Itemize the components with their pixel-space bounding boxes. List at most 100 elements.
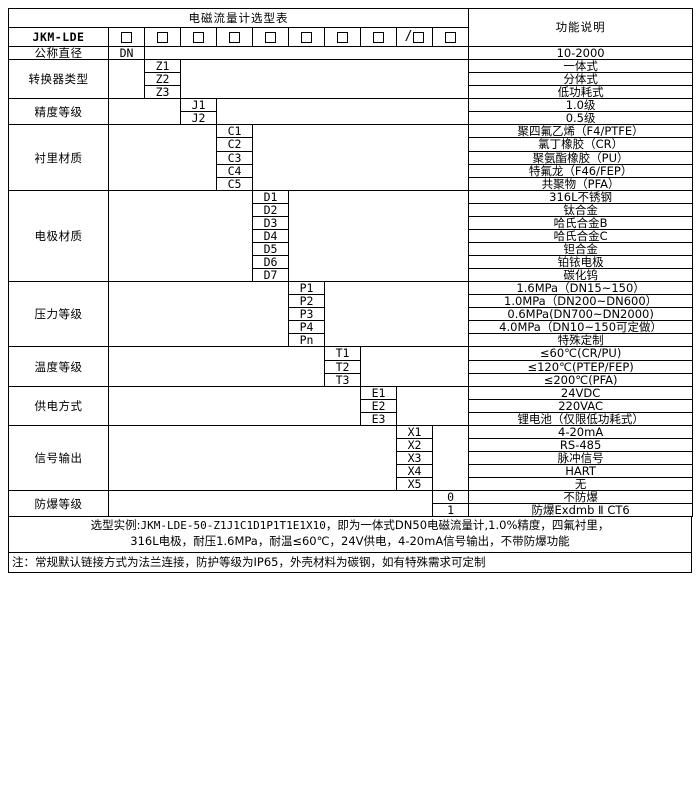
table-row: 防爆等级 0 不防爆 bbox=[8, 490, 694, 518]
option-code-3-1[interactable]: J1 bbox=[180, 98, 217, 113]
option-code-4-5[interactable]: C5 bbox=[216, 176, 253, 191]
checkbox-icon[interactable] bbox=[193, 31, 204, 43]
section-blank-left-8 bbox=[108, 385, 361, 426]
table-row: J2 0.5级 bbox=[9, 111, 694, 126]
option-code-5-6[interactable]: D6 bbox=[252, 254, 289, 270]
option-code-9-2[interactable]: X2 bbox=[396, 437, 433, 452]
option-code-10-1[interactable]: 0 bbox=[431, 490, 470, 505]
option-code-9-1[interactable]: X1 bbox=[396, 424, 433, 439]
table-row: D5 钽合金 bbox=[9, 241, 694, 257]
option-description-4-5: 共聚物（PFA） bbox=[468, 176, 694, 191]
checkbox-icon[interactable] bbox=[445, 31, 457, 43]
model-checkbox-cell-1[interactable] bbox=[108, 27, 145, 47]
model-checkbox-cell-3[interactable] bbox=[180, 27, 217, 47]
section-name-4: 衬里材质 bbox=[8, 124, 109, 191]
selection-example-note: 选型实例:JKM-LDE-50-Z1J1C1D1P1T1E1X10，即为一体式D… bbox=[8, 516, 692, 553]
model-checkbox-cell-7[interactable] bbox=[324, 27, 361, 47]
checkbox-icon[interactable] bbox=[121, 31, 132, 43]
option-description-6-4: 4.0MPa（DN10~150可定做） bbox=[468, 320, 694, 335]
section-name-1: 公称直径 bbox=[8, 45, 109, 61]
option-code-10-2[interactable]: 1 bbox=[431, 503, 470, 518]
option-description-6-2: 1.0MPa（DN200~DN600） bbox=[468, 294, 694, 309]
section-name-8: 供电方式 bbox=[8, 385, 109, 426]
option-code-9-5[interactable]: X5 bbox=[396, 477, 433, 492]
option-description-7-1: ≤60℃(CR/PU) bbox=[468, 346, 694, 361]
option-code-9-3[interactable]: X3 bbox=[396, 450, 433, 466]
table-row: D2 钛合金 bbox=[9, 202, 694, 217]
example-label: 选型实例: bbox=[90, 518, 141, 533]
option-description-2-2: 分体式 bbox=[468, 72, 694, 87]
model-prefix: JKM-LDE bbox=[8, 27, 109, 47]
model-checkbox-cell-2[interactable] bbox=[144, 27, 181, 47]
option-code-1-1[interactable]: DN bbox=[108, 45, 145, 61]
option-code-9-4[interactable]: X4 bbox=[396, 463, 433, 479]
option-code-4-4[interactable]: C4 bbox=[216, 163, 253, 178]
option-description-5-2: 钛合金 bbox=[468, 202, 694, 217]
option-code-4-1[interactable]: C1 bbox=[216, 124, 253, 139]
section-name-7: 温度等级 bbox=[8, 346, 109, 387]
model-checkbox-cell-8[interactable] bbox=[360, 27, 397, 47]
option-description-4-3: 聚氨酯橡胶（PU） bbox=[468, 150, 694, 165]
checkbox-icon[interactable] bbox=[229, 31, 240, 43]
option-code-7-2[interactable]: T2 bbox=[324, 359, 361, 374]
checkbox-icon[interactable] bbox=[413, 31, 425, 43]
option-code-6-4[interactable]: P4 bbox=[288, 320, 325, 335]
option-description-2-1: 一体式 bbox=[468, 59, 694, 74]
section-blank-left-10 bbox=[108, 490, 433, 518]
option-code-5-1[interactable]: D1 bbox=[252, 189, 289, 204]
table-row: Z3 低功耗式 bbox=[9, 85, 694, 100]
option-code-6-5[interactable]: Pn bbox=[288, 333, 325, 348]
section-blank-left-4 bbox=[108, 124, 217, 191]
option-code-5-5[interactable]: D5 bbox=[252, 241, 289, 257]
table-row: 供电方式 E1 24VDC bbox=[8, 385, 694, 426]
model-checkbox-cell-6[interactable] bbox=[288, 27, 325, 47]
checkbox-icon[interactable] bbox=[373, 31, 384, 43]
option-code-7-3[interactable]: T3 bbox=[324, 372, 361, 387]
slash-separator: / bbox=[404, 29, 413, 45]
option-code-4-2[interactable]: C2 bbox=[216, 137, 253, 152]
section-blank-right-1 bbox=[143, 45, 470, 61]
option-code-2-2[interactable]: Z2 bbox=[144, 72, 181, 87]
option-code-6-2[interactable]: P2 bbox=[288, 294, 325, 309]
section-blank-right-6 bbox=[323, 281, 470, 348]
option-code-5-3[interactable]: D3 bbox=[252, 215, 289, 230]
option-code-2-1[interactable]: Z1 bbox=[144, 59, 181, 74]
table-row: D7 碳化钨 bbox=[9, 268, 694, 283]
section-blank-right-8 bbox=[395, 385, 470, 426]
option-description-8-3: 锂电池（仅限低功耗式） bbox=[468, 411, 694, 426]
checkbox-icon[interactable] bbox=[337, 31, 348, 43]
notes-block: 选型实例:JKM-LDE-50-Z1J1C1D1P1T1E1X10，即为一体式D… bbox=[8, 516, 692, 574]
table-row: X2 RS-485 bbox=[9, 437, 694, 452]
checkbox-icon[interactable] bbox=[157, 31, 168, 43]
option-code-4-3[interactable]: C3 bbox=[216, 150, 253, 165]
option-code-2-3[interactable]: Z3 bbox=[144, 85, 181, 100]
option-code-6-1[interactable]: P1 bbox=[288, 281, 325, 296]
option-description-5-6: 铂铱电极 bbox=[468, 254, 694, 270]
section-name-10: 防爆等级 bbox=[8, 490, 109, 518]
option-code-7-1[interactable]: T1 bbox=[324, 346, 361, 361]
option-description-9-4: HART bbox=[468, 463, 694, 479]
table-row: E3 锂电池（仅限低功耗式） bbox=[9, 411, 694, 426]
section-blank-left-7 bbox=[108, 346, 325, 387]
option-code-5-2[interactable]: D2 bbox=[252, 202, 289, 217]
option-description-1-1: 10-2000 bbox=[468, 45, 694, 61]
option-code-8-2[interactable]: E2 bbox=[360, 398, 397, 413]
option-code-8-1[interactable]: E1 bbox=[360, 385, 397, 400]
example-model: JKM-LDE-50-Z1J1C1D1P1T1E1X10 bbox=[140, 519, 326, 533]
option-code-6-3[interactable]: P3 bbox=[288, 307, 325, 322]
option-code-5-7[interactable]: D7 bbox=[252, 268, 289, 283]
option-description-6-1: 1.6MPa（DN15~150） bbox=[468, 281, 694, 296]
option-code-8-3[interactable]: E3 bbox=[360, 411, 397, 426]
checkbox-icon[interactable] bbox=[265, 31, 276, 43]
option-description-8-1: 24VDC bbox=[468, 385, 694, 400]
option-code-5-4[interactable]: D4 bbox=[252, 228, 289, 243]
model-checkbox-cell-10[interactable] bbox=[431, 27, 470, 47]
model-checkbox-cell-9[interactable]: / bbox=[396, 27, 433, 47]
option-description-7-3: ≤200℃(PFA) bbox=[468, 372, 694, 387]
example-tail: ，即为一体式DN50电磁流量计,1.0%精度，四氟衬里， bbox=[325, 518, 610, 533]
option-code-3-2[interactable]: J2 bbox=[180, 111, 217, 126]
checkbox-icon[interactable] bbox=[301, 31, 312, 43]
model-checkbox-cell-4[interactable] bbox=[216, 27, 253, 47]
model-checkbox-cell-5[interactable] bbox=[252, 27, 289, 47]
